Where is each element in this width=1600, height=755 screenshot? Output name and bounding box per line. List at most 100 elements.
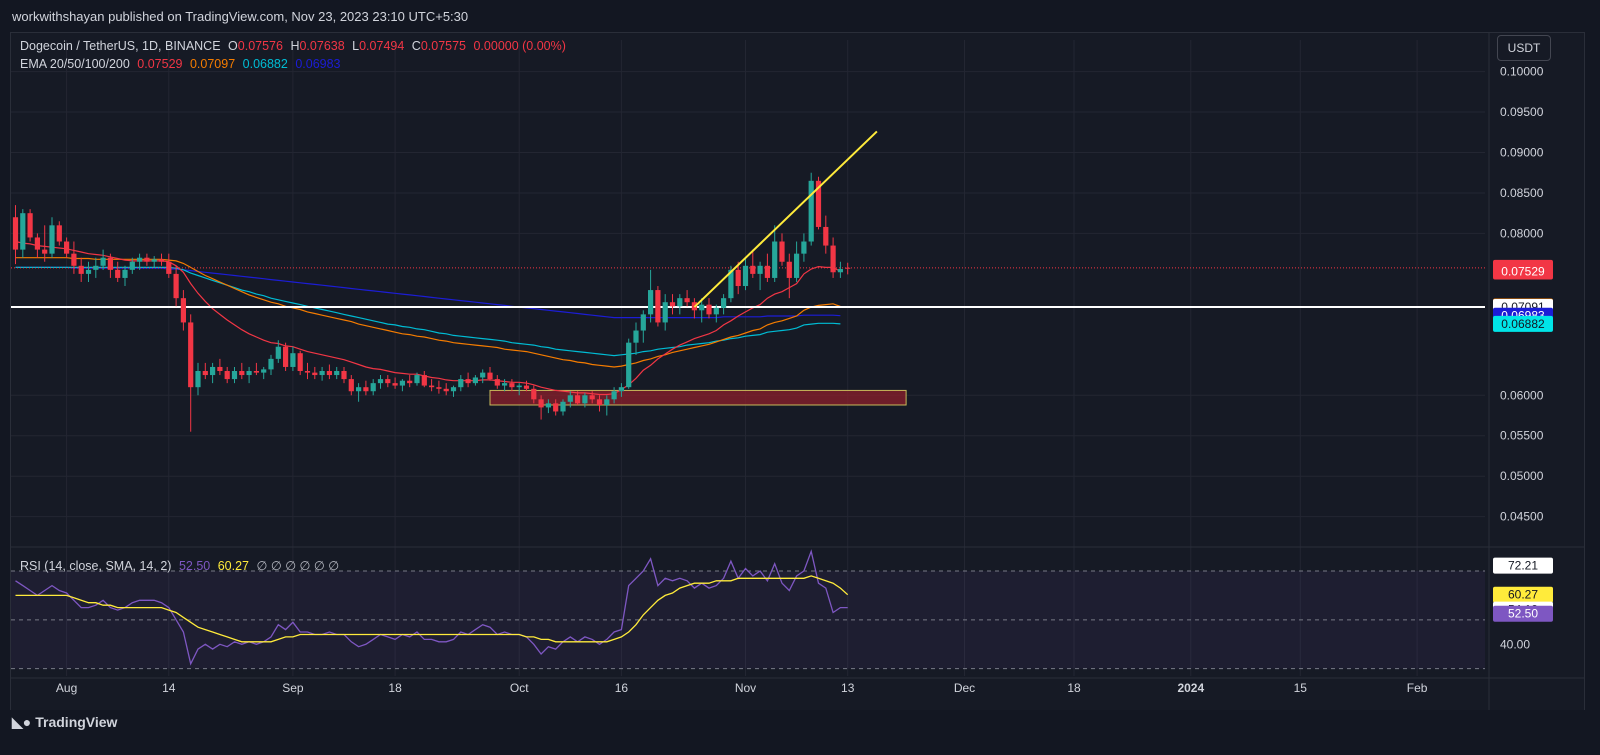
candle-body <box>290 353 296 367</box>
candle-body <box>742 265 749 287</box>
candle-body <box>137 257 143 262</box>
rsi-axis-tag-bg <box>1493 586 1553 603</box>
low-value: 0.07494 <box>359 39 405 53</box>
rsi-legend: RSI (14, close, SMA, 14, 2) 52.50 60.27 … <box>20 558 343 573</box>
candle-body <box>713 307 719 315</box>
candle-body <box>304 371 311 373</box>
candle-body <box>458 379 464 388</box>
chart-canvas[interactable]: 0.10000 0.09500 0.09000 0.08500 0.08000 0.060… <box>0 0 1600 710</box>
candle-body <box>20 213 26 250</box>
candle-body <box>728 269 734 299</box>
tradingview-brand: TradingView <box>35 714 118 730</box>
candle-body <box>188 322 194 388</box>
candle-body <box>589 395 595 400</box>
candle-body <box>450 387 457 392</box>
publish-header: workwithshayan published on TradingView.… <box>0 0 1600 32</box>
candle-body <box>341 371 347 380</box>
time-tick-label: 13 <box>841 681 855 695</box>
time-tick-label: Feb <box>1407 681 1428 695</box>
price-axis-tag: 0.07529 <box>1501 265 1545 279</box>
candle-body <box>662 302 668 323</box>
rsi-axis-tag-bg <box>1493 557 1553 574</box>
candle-body <box>684 298 690 303</box>
candle-body <box>596 399 603 405</box>
candle-body <box>480 372 486 378</box>
candle-body <box>421 375 427 386</box>
candle-body <box>472 377 478 384</box>
candle-body <box>633 330 639 343</box>
candle-body <box>115 269 121 278</box>
candle-body <box>794 253 800 278</box>
candle-body <box>334 371 340 376</box>
candle-body <box>93 265 99 270</box>
candle-body <box>407 380 413 384</box>
symbol-label[interactable]: Dogecoin / TetherUS, 1D, BINANCE <box>20 39 221 53</box>
candle-body <box>772 241 778 278</box>
price-axis-tag-bg <box>1493 263 1553 280</box>
ohlc-legend: Dogecoin / TetherUS, 1D, BINANCE O0.0757… <box>20 39 570 53</box>
rsi-line <box>15 549 848 666</box>
ema200-value: 0.06983 <box>295 57 341 71</box>
candle-body <box>414 375 420 384</box>
candle-body <box>750 265 756 274</box>
time-tick-label: Aug <box>56 681 77 695</box>
ema-label[interactable]: EMA 20/50/100/200 <box>20 57 130 71</box>
candle-body <box>312 372 318 376</box>
high-value: 0.07638 <box>299 39 345 53</box>
footer-bar <box>0 710 1600 755</box>
candle-body <box>348 379 354 392</box>
candle-body <box>808 180 814 242</box>
price-tick-label: 0.08500 <box>1500 186 1544 200</box>
candle-body <box>502 383 508 386</box>
currency-button[interactable]: USDT <box>1497 35 1551 61</box>
candle-body <box>516 385 522 388</box>
time-tick-label: Nov <box>735 681 756 695</box>
candle-body <box>107 257 113 270</box>
candle-body <box>429 385 435 388</box>
candle-body <box>399 380 405 386</box>
price-tick-label: 0.10000 <box>1500 65 1544 79</box>
high-label: H <box>290 39 300 53</box>
candle-body <box>370 383 376 392</box>
time-tick-label: 14 <box>162 681 176 695</box>
candle-body <box>202 371 208 376</box>
candle-body <box>319 371 325 376</box>
candle-body <box>604 399 610 405</box>
rsi-label[interactable]: RSI (14, close, SMA, 14, 2) <box>20 559 172 573</box>
candle-body <box>699 304 705 311</box>
trendline <box>693 130 878 308</box>
candle-body <box>27 213 33 238</box>
candle-body <box>64 241 70 254</box>
candle-body <box>465 379 471 384</box>
candle-body <box>721 298 727 308</box>
candle-body <box>166 261 172 274</box>
candle-body <box>757 265 763 274</box>
candle-body <box>261 369 267 373</box>
candle-body <box>567 395 573 402</box>
rsi-value: 52.50 <box>178 559 211 573</box>
candle-body <box>830 245 836 273</box>
candle-body <box>210 366 216 376</box>
candle-body <box>545 403 551 408</box>
candle-body <box>195 371 201 388</box>
candle-body <box>100 257 106 266</box>
candle-body <box>436 387 442 389</box>
candle-body <box>85 269 92 274</box>
candle-body <box>823 226 829 246</box>
rsi-sma-line <box>15 575 849 643</box>
ema50-line <box>15 257 841 368</box>
candle-body <box>575 395 581 404</box>
candle-body <box>779 241 785 262</box>
price-tick-label: 0.09000 <box>1500 145 1544 159</box>
price-tick-label: 0.06000 <box>1500 388 1544 402</box>
candle-body <box>56 225 62 242</box>
candle-body <box>297 353 303 372</box>
candle-body <box>34 237 40 250</box>
time-tick-label: Dec <box>954 681 975 695</box>
candle-body <box>837 269 843 273</box>
candle-body <box>275 346 281 359</box>
time-tick-label: 18 <box>1067 681 1081 695</box>
candle-body <box>253 371 259 373</box>
candle-body <box>224 371 230 380</box>
tradingview-logo[interactable]: ◣● TradingView <box>12 714 117 731</box>
